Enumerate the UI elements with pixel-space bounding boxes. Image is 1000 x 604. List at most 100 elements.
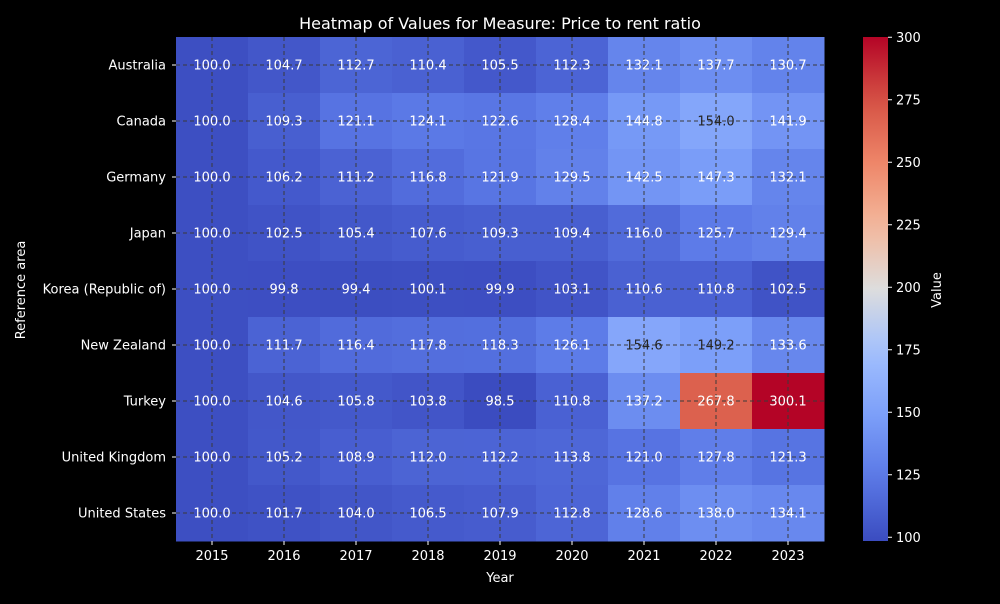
y-tick-label: Turkey (123, 395, 167, 410)
cell-value-label: 133.6 (769, 339, 806, 354)
cell-value-label: 128.6 (625, 507, 662, 522)
cell-value-label: 102.5 (769, 283, 806, 298)
colorbar-tick-label: 150 (896, 406, 921, 421)
cell-value-label: 130.7 (769, 59, 806, 74)
cell-value-label: 142.5 (625, 171, 662, 186)
cell-value-label: 103.1 (553, 283, 590, 298)
cell-value-label: 132.1 (625, 59, 662, 74)
cell-value-label: 112.7 (337, 59, 374, 74)
cell-value-label: 116.8 (409, 171, 446, 186)
cell-value-label: 132.1 (769, 171, 806, 186)
cell-value-label: 100.0 (193, 59, 230, 74)
y-tick-label: New Zealand (81, 339, 166, 354)
y-tick-label: Canada (117, 115, 166, 130)
colorbar-ticks: 100 125 150 175 200 225 250 275 300 (888, 31, 921, 546)
cell-value-labels: 100.0 104.7 112.7 110.4 105.5 112.3 132.1 137.7… (193, 59, 806, 522)
y-tick-label: Germany (106, 171, 166, 186)
x-tick-label: 2021 (627, 549, 660, 564)
cell-value-label: 106.2 (265, 171, 302, 186)
colorbar-label: Value (930, 272, 945, 308)
cell-value-label: 141.9 (769, 115, 806, 130)
cell-value-label: 106.5 (409, 507, 446, 522)
cell-value-label: 100.0 (193, 171, 230, 186)
cell-value-label: 112.3 (553, 59, 590, 74)
cell-value-label: 100.0 (193, 339, 230, 354)
x-tick-label: 2020 (555, 549, 588, 564)
cell-value-label: 111.7 (265, 339, 302, 354)
cell-value-label: 127.8 (697, 451, 734, 466)
cell-value-label: 110.4 (409, 59, 446, 74)
cell-value-label: 108.9 (337, 451, 374, 466)
cell-value-label: 149.2 (697, 339, 734, 354)
cell-value-label: 138.0 (697, 507, 734, 522)
x-tick-label: 2018 (411, 549, 444, 564)
cell-value-label: 102.5 (265, 227, 302, 242)
cell-value-label: 116.4 (337, 339, 374, 354)
y-tick-label: United Kingdom (62, 451, 166, 466)
cell-value-label: 99.9 (486, 283, 515, 298)
cell-value-label: 122.6 (481, 115, 518, 130)
cell-value-label: 104.7 (265, 59, 302, 74)
cell-value-label: 128.4 (553, 115, 590, 130)
cell-value-label: 125.7 (697, 227, 734, 242)
x-tick-label: 2016 (267, 549, 300, 564)
cell-value-label: 104.6 (265, 395, 302, 410)
cell-value-label: 112.0 (409, 451, 446, 466)
cell-value-label: 100.1 (409, 283, 446, 298)
y-tick-label: United States (78, 507, 166, 522)
colorbar-tick-label: 175 (896, 343, 921, 358)
cell-value-label: 109.4 (553, 227, 590, 242)
cell-value-label: 112.8 (553, 507, 590, 522)
cell-value-label: 137.2 (625, 395, 662, 410)
cell-value-label: 300.1 (769, 395, 806, 410)
x-tick-label: 2017 (339, 549, 372, 564)
cell-value-label: 121.0 (625, 451, 662, 466)
cell-value-label: 154.6 (625, 339, 662, 354)
cell-value-label: 118.3 (481, 339, 518, 354)
colorbar-tick-label: 125 (896, 468, 921, 483)
cell-value-label: 105.4 (337, 227, 374, 242)
cell-value-label: 129.5 (553, 171, 590, 186)
cell-value-label: 121.9 (481, 171, 518, 186)
cell-value-label: 100.0 (193, 451, 230, 466)
cell-value-label: 105.8 (337, 395, 374, 410)
cell-value-label: 154.0 (697, 115, 734, 130)
cell-value-label: 267.8 (697, 395, 734, 410)
grid-lines (176, 37, 824, 541)
cell-value-label: 110.8 (553, 395, 590, 410)
cell-value-label: 111.2 (337, 171, 374, 186)
cell-value-label: 101.7 (265, 507, 302, 522)
cell-value-label: 121.3 (769, 451, 806, 466)
cell-value-label: 104.0 (337, 507, 374, 522)
cell-value-label: 105.2 (265, 451, 302, 466)
cell-value-label: 147.3 (697, 171, 734, 186)
colorbar-tick-label: 100 (896, 531, 921, 546)
cell-value-label: 109.3 (481, 227, 518, 242)
cell-value-label: 126.1 (553, 339, 590, 354)
cell-value-label: 134.1 (769, 507, 806, 522)
cell-value-label: 113.8 (553, 451, 590, 466)
y-axis-label: Reference area (14, 241, 29, 340)
cell-value-label: 99.8 (270, 283, 299, 298)
cell-value-label: 116.0 (625, 227, 662, 242)
colorbar-tick-label: 225 (896, 218, 921, 233)
y-axis: Australia Canada Germany Japan Korea (Republ… (43, 59, 176, 522)
cell-value-label: 100.0 (193, 395, 230, 410)
cell-value-label: 137.7 (697, 59, 734, 74)
cell-value-label: 100.0 (193, 283, 230, 298)
cell-value-label: 100.0 (193, 227, 230, 242)
colorbar-tick-label: 275 (896, 93, 921, 108)
cell-value-label: 124.1 (409, 115, 446, 130)
cell-value-label: 121.1 (337, 115, 374, 130)
cell-value-label: 103.8 (409, 395, 446, 410)
x-axis: 2015 2016 2017 2018 2019 2020 2021 2022 2023 (195, 541, 805, 564)
cell-value-label: 109.3 (265, 115, 302, 130)
cell-value-label: 110.8 (697, 283, 734, 298)
cell-value-label: 144.8 (625, 115, 662, 130)
colorbar (863, 37, 888, 541)
cell-value-label: 98.5 (486, 395, 515, 410)
cell-value-label: 117.8 (409, 339, 446, 354)
cell-value-label: 129.4 (769, 227, 806, 242)
y-tick-label: Japan (129, 227, 166, 242)
